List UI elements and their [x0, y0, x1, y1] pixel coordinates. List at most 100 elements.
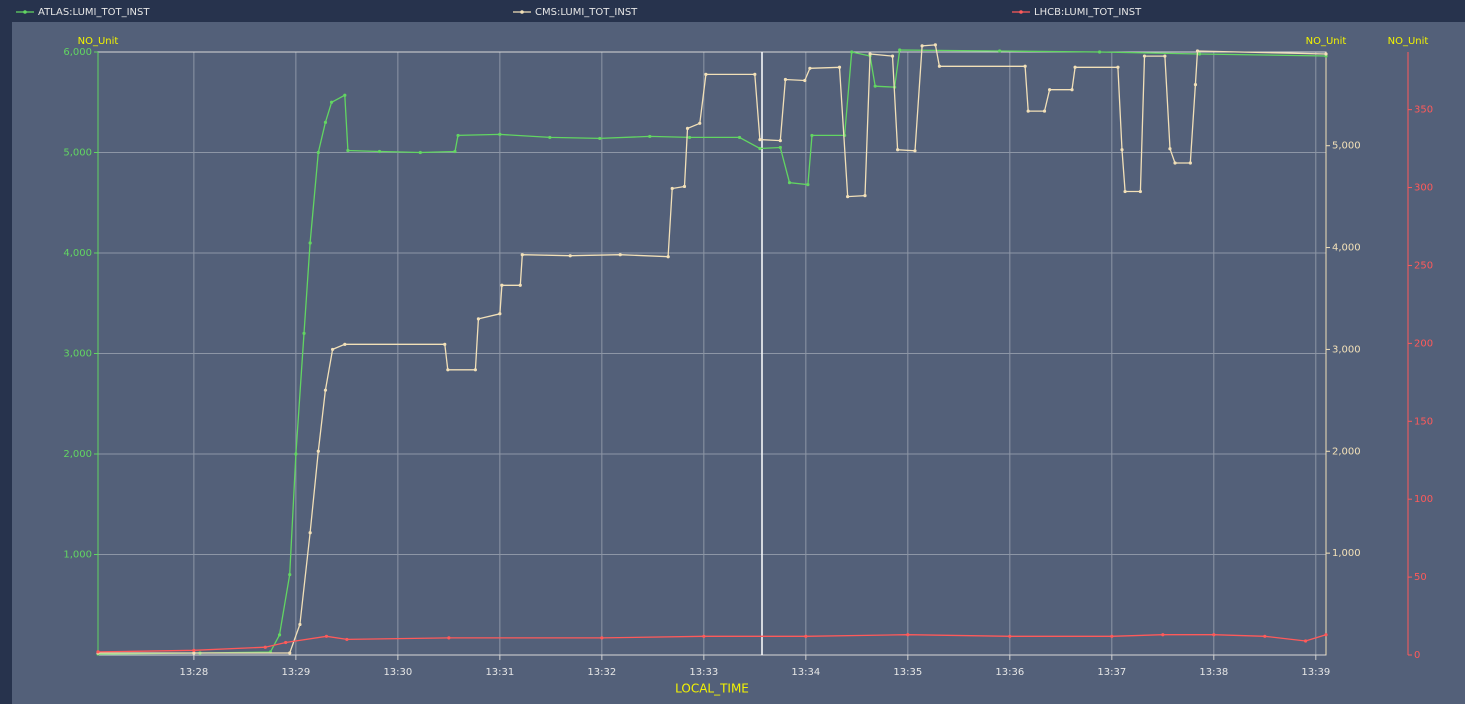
data-point [1324, 633, 1328, 637]
legend-label: LHCB:LUMI_TOT_INST [1034, 7, 1142, 18]
y3-axis-unit: NO_Unit [1388, 36, 1429, 47]
data-point [473, 368, 477, 372]
data-point [1142, 54, 1147, 58]
data-point [329, 100, 334, 104]
data-point [1073, 65, 1077, 69]
x-tick-label: 13:28 [179, 667, 208, 678]
data-point [1123, 189, 1127, 194]
data-point [96, 650, 100, 654]
data-point [920, 44, 924, 48]
x-tick-label: 13:32 [587, 667, 616, 678]
x-tick-label: 13:33 [689, 667, 718, 678]
data-point [863, 194, 867, 198]
y-tick-label: 3,000 [63, 349, 92, 360]
data-point [1070, 88, 1074, 92]
data-point [330, 347, 335, 352]
data-point [500, 283, 504, 287]
data-point [453, 149, 457, 154]
y2-tick-label: 4,000 [1332, 243, 1361, 254]
data-point [1195, 49, 1200, 53]
data-point [324, 634, 329, 638]
data-point [783, 77, 788, 82]
data-point [804, 634, 808, 638]
data-point [308, 241, 312, 245]
data-point [687, 135, 692, 140]
data-point [284, 640, 288, 645]
y2-tick-label: 3,000 [1332, 344, 1361, 355]
data-point [1263, 634, 1267, 638]
data-point [263, 645, 267, 649]
data-point [873, 84, 877, 88]
data-point [702, 634, 706, 638]
data-point [1193, 82, 1198, 87]
data-point [520, 253, 524, 257]
y3-tick-label: 0 [1414, 650, 1420, 661]
legend-dot [1019, 10, 1023, 14]
x-tick-label: 13:29 [281, 667, 310, 678]
data-point [670, 186, 674, 191]
data-point [1116, 65, 1120, 69]
data-point [447, 636, 451, 640]
data-point [476, 317, 481, 321]
data-point [998, 49, 1002, 53]
y3-tick-label: 50 [1414, 572, 1427, 583]
data-point [1304, 639, 1308, 643]
data-point [1163, 54, 1167, 58]
legend-label: ATLAS:LUMI_TOT_INST [38, 7, 150, 18]
data-point [1120, 148, 1124, 152]
y3-tick-label: 200 [1414, 338, 1433, 349]
data-point [906, 633, 910, 637]
data-point [837, 65, 842, 69]
x-tick-label: 13:35 [893, 667, 922, 678]
data-point [498, 132, 502, 137]
data-point [518, 283, 522, 287]
data-point [192, 648, 196, 652]
data-point [896, 148, 900, 152]
y3-tick-label: 250 [1414, 260, 1433, 271]
y2-tick-label: 2,000 [1332, 446, 1361, 457]
data-point [443, 342, 447, 346]
data-point [898, 48, 902, 52]
data-point [1110, 634, 1114, 638]
data-point [1042, 109, 1047, 113]
y-tick-label: 6,000 [63, 47, 92, 58]
y2-tick-label: 1,000 [1332, 548, 1361, 559]
data-point [600, 636, 604, 640]
legend-dot [520, 10, 524, 14]
data-point [698, 121, 702, 125]
data-point [298, 622, 302, 627]
data-point [1047, 88, 1052, 92]
data-point [418, 150, 422, 155]
x-tick-label: 13:30 [383, 667, 412, 678]
data-point [1212, 633, 1216, 637]
data-point [598, 136, 602, 141]
data-point [753, 72, 757, 77]
y-tick-label: 5,000 [63, 148, 92, 159]
y2-axis-unit: NO_Unit [1306, 36, 1347, 47]
data-point [937, 64, 942, 68]
data-point [548, 135, 552, 140]
data-point [704, 72, 708, 77]
data-point [316, 449, 320, 453]
data-point [806, 183, 810, 187]
data-point [1097, 50, 1102, 54]
data-point [803, 78, 807, 83]
data-point [846, 195, 850, 199]
data-point [192, 651, 196, 655]
data-point [1197, 52, 1202, 56]
legend-label: CMS:LUMI_TOT_INST [535, 7, 638, 18]
data-point [737, 135, 742, 140]
data-point [850, 50, 854, 54]
data-point [345, 637, 349, 642]
data-point [323, 120, 328, 124]
legend-dot [23, 10, 27, 14]
data-point [808, 66, 812, 70]
y3-tick-label: 100 [1414, 494, 1433, 505]
data-point [308, 531, 312, 535]
y3-tick-label: 300 [1414, 183, 1433, 194]
y-tick-label: 2,000 [63, 449, 92, 460]
data-point [302, 331, 306, 335]
chart-panel [12, 22, 1465, 704]
data-point [1008, 634, 1012, 638]
